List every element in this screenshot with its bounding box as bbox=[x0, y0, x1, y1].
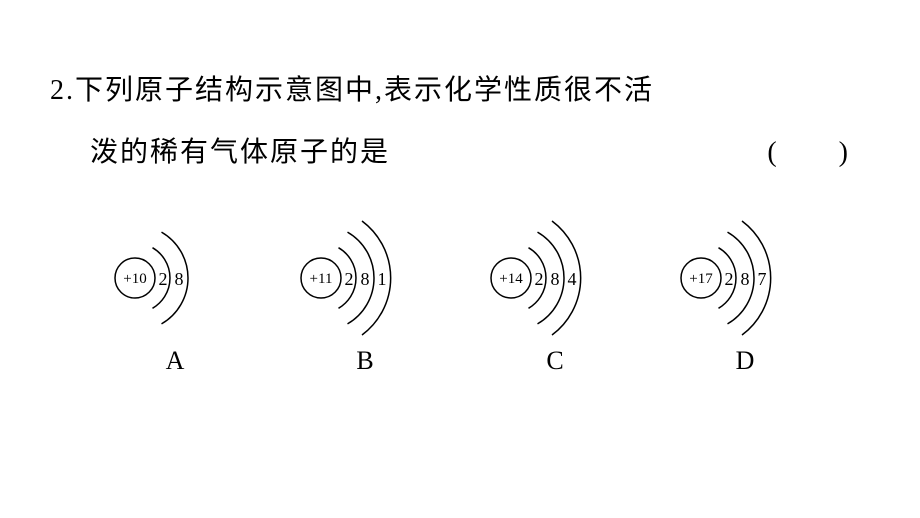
shell-value-2: 8 bbox=[361, 269, 370, 289]
nucleus-charge: +17 bbox=[689, 271, 713, 287]
shell-value-1: 2 bbox=[159, 269, 168, 289]
option-label-c: C bbox=[546, 346, 563, 376]
shell-value-3: 1 bbox=[378, 269, 387, 289]
shell-value-2: 8 bbox=[551, 269, 560, 289]
question-container: 2.下列原子结构示意图中,表示化学性质很不活 泼的稀有气体原子的是 ( ) +1… bbox=[0, 0, 920, 376]
nucleus-charge: +14 bbox=[499, 271, 523, 287]
atom-diagram-a: +10 2 8 bbox=[95, 218, 255, 338]
nucleus-charge: +10 bbox=[123, 271, 146, 287]
nucleus-charge: +11 bbox=[310, 271, 333, 287]
diagram-item-a: +10 2 8 A bbox=[95, 218, 255, 376]
diagrams-row: +10 2 8 A +11 2 8 1 B bbox=[50, 218, 870, 376]
atom-diagram-c: +14 2 8 4 bbox=[475, 218, 635, 338]
question-paren: ( ) bbox=[767, 122, 870, 184]
shell-value-3: 7 bbox=[758, 269, 767, 289]
atom-diagram-d: +17 2 8 7 bbox=[665, 218, 825, 338]
question-text: 2.下列原子结构示意图中,表示化学性质很不活 泼的稀有气体原子的是 ( ) bbox=[50, 60, 870, 183]
question-line2-text: 泼的稀有气体原子的是 bbox=[90, 122, 390, 184]
shell-value-2: 8 bbox=[175, 269, 184, 289]
question-line2: 泼的稀有气体原子的是 ( ) bbox=[50, 122, 870, 184]
shell-value-1: 2 bbox=[535, 269, 544, 289]
option-label-a: A bbox=[166, 346, 185, 376]
diagram-item-d: +17 2 8 7 D bbox=[665, 218, 825, 376]
diagram-item-c: +14 2 8 4 C bbox=[475, 218, 635, 376]
option-label-b: B bbox=[356, 346, 373, 376]
shell-value-1: 2 bbox=[725, 269, 734, 289]
option-label-d: D bbox=[736, 346, 755, 376]
shell-value-2: 8 bbox=[741, 269, 750, 289]
atom-diagram-b: +11 2 8 1 bbox=[285, 218, 445, 338]
diagram-item-b: +11 2 8 1 B bbox=[285, 218, 445, 376]
shell-value-1: 2 bbox=[345, 269, 354, 289]
question-line1: 2.下列原子结构示意图中,表示化学性质很不活 bbox=[50, 60, 870, 122]
shell-value-3: 4 bbox=[568, 269, 577, 289]
